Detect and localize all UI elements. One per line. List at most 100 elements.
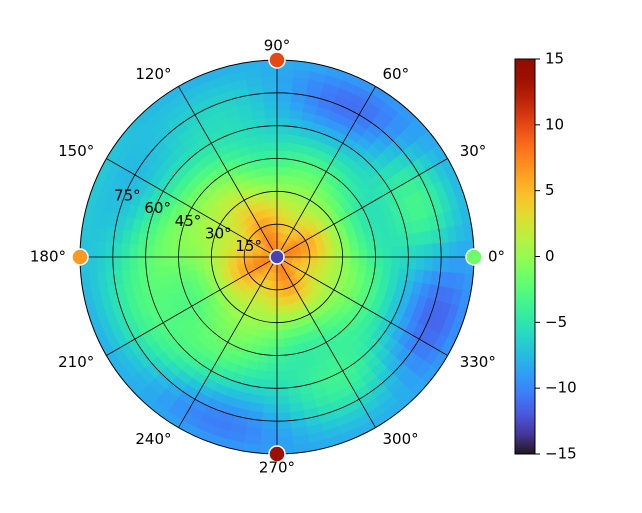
heat-cell xyxy=(276,92,292,102)
heat-cell xyxy=(262,412,278,422)
heat-cell xyxy=(282,183,291,193)
heat-cell xyxy=(261,420,278,430)
heat-cell xyxy=(286,134,299,145)
heat-cell xyxy=(285,150,296,161)
heat-cell xyxy=(258,150,269,161)
heat-cell xyxy=(373,238,384,249)
heat-cell xyxy=(440,241,450,258)
heat-cell xyxy=(284,158,295,169)
heat-cell xyxy=(399,245,409,258)
heat-cell xyxy=(407,256,417,270)
colorbar-gradient xyxy=(514,58,536,455)
heat-cell xyxy=(161,256,172,268)
heat-cell xyxy=(137,244,147,258)
heat-cell xyxy=(145,256,155,269)
heat-cell xyxy=(276,76,294,86)
heat-cell xyxy=(374,256,385,267)
radial-tick-label: 15° xyxy=(235,237,262,255)
heat-cell xyxy=(415,243,426,258)
radial-tick-label: 60° xyxy=(144,199,171,217)
radial-tick-label: 75° xyxy=(114,187,141,205)
heat-cell xyxy=(276,174,285,184)
heat-cell xyxy=(276,322,284,332)
heat-cell xyxy=(268,346,278,356)
heat-cell xyxy=(169,256,180,267)
heat-cell xyxy=(271,305,278,315)
heat-cell xyxy=(145,245,155,258)
angular-tick-label: 60° xyxy=(383,65,410,83)
colorbar: 15 10 5 0 −5 −10 −15 xyxy=(514,50,577,463)
angular-tick-label: 210° xyxy=(58,353,94,371)
heat-cell xyxy=(423,256,434,271)
heat-cell xyxy=(267,354,278,365)
heat-cell xyxy=(283,166,294,177)
heat-cell xyxy=(170,238,181,249)
heat-cell xyxy=(456,256,467,274)
radial-tick-labels: 15°30°45°60°75° xyxy=(114,187,262,255)
heat-cell xyxy=(260,67,278,78)
heat-cell xyxy=(202,256,212,264)
heat-cell xyxy=(154,266,165,279)
heat-cell xyxy=(178,248,188,258)
heat-cell xyxy=(301,256,311,261)
angular-tick-label: 0° xyxy=(488,248,505,266)
heat-cell xyxy=(342,256,352,264)
heat-cell xyxy=(263,108,278,119)
heat-cell xyxy=(276,207,282,217)
heat-cell xyxy=(194,249,204,258)
heat-cell xyxy=(268,158,278,168)
heat-cell xyxy=(203,243,213,252)
heat-cell xyxy=(260,436,278,447)
angular-tick-label: 90° xyxy=(264,37,291,55)
heat-cell xyxy=(269,174,278,184)
heat-cell xyxy=(178,239,189,250)
heat-cell xyxy=(269,330,278,340)
heat-cell xyxy=(219,251,229,258)
angular-gridline xyxy=(276,86,376,258)
heat-cell xyxy=(256,142,269,153)
heat-cell xyxy=(276,125,289,135)
heat-cell xyxy=(276,428,294,438)
heat-cell xyxy=(186,240,197,251)
heat-cell xyxy=(170,265,181,276)
heat-cell xyxy=(264,117,278,127)
heat-cell xyxy=(169,247,180,258)
heat-cell xyxy=(96,240,106,258)
heat-cell xyxy=(276,354,287,365)
angular-tick-label: 180° xyxy=(30,248,66,266)
heat-cell xyxy=(276,158,286,168)
heat-cell xyxy=(259,345,270,356)
heat-cell xyxy=(276,141,288,152)
heat-cell xyxy=(272,297,278,307)
edge-marker xyxy=(71,248,89,266)
angular-tick-label: 270° xyxy=(259,459,295,477)
heat-cell xyxy=(350,256,360,265)
heat-cell xyxy=(407,244,417,258)
heat-cell xyxy=(265,313,273,323)
heat-cell xyxy=(276,133,289,143)
heat-cell xyxy=(373,265,384,276)
heat-cell xyxy=(276,412,292,422)
colorbar-ticks: 15 10 5 0 −5 −10 −15 xyxy=(535,50,577,463)
heat-cell xyxy=(276,191,284,201)
heat-cell xyxy=(423,243,434,258)
heat-cell xyxy=(178,256,188,266)
heat-cell xyxy=(389,266,400,279)
heat-cell xyxy=(366,248,376,258)
heat-cell xyxy=(87,240,98,258)
heat-cell xyxy=(399,256,409,269)
angular-gridline xyxy=(106,158,278,258)
heat-cell xyxy=(263,321,272,331)
angular-tick-label: 330° xyxy=(460,353,496,371)
angular-gridline xyxy=(178,86,278,258)
colorbar-tick-label: −5 xyxy=(545,313,567,331)
heat-cell xyxy=(286,369,299,380)
heat-cell xyxy=(265,133,278,143)
heat-cell xyxy=(258,353,269,364)
heat-cell xyxy=(265,371,278,381)
heat-cell xyxy=(276,166,286,176)
heat-cell xyxy=(448,240,458,258)
heat-cell xyxy=(128,256,139,271)
colorbar-tick-label: −15 xyxy=(545,445,577,463)
